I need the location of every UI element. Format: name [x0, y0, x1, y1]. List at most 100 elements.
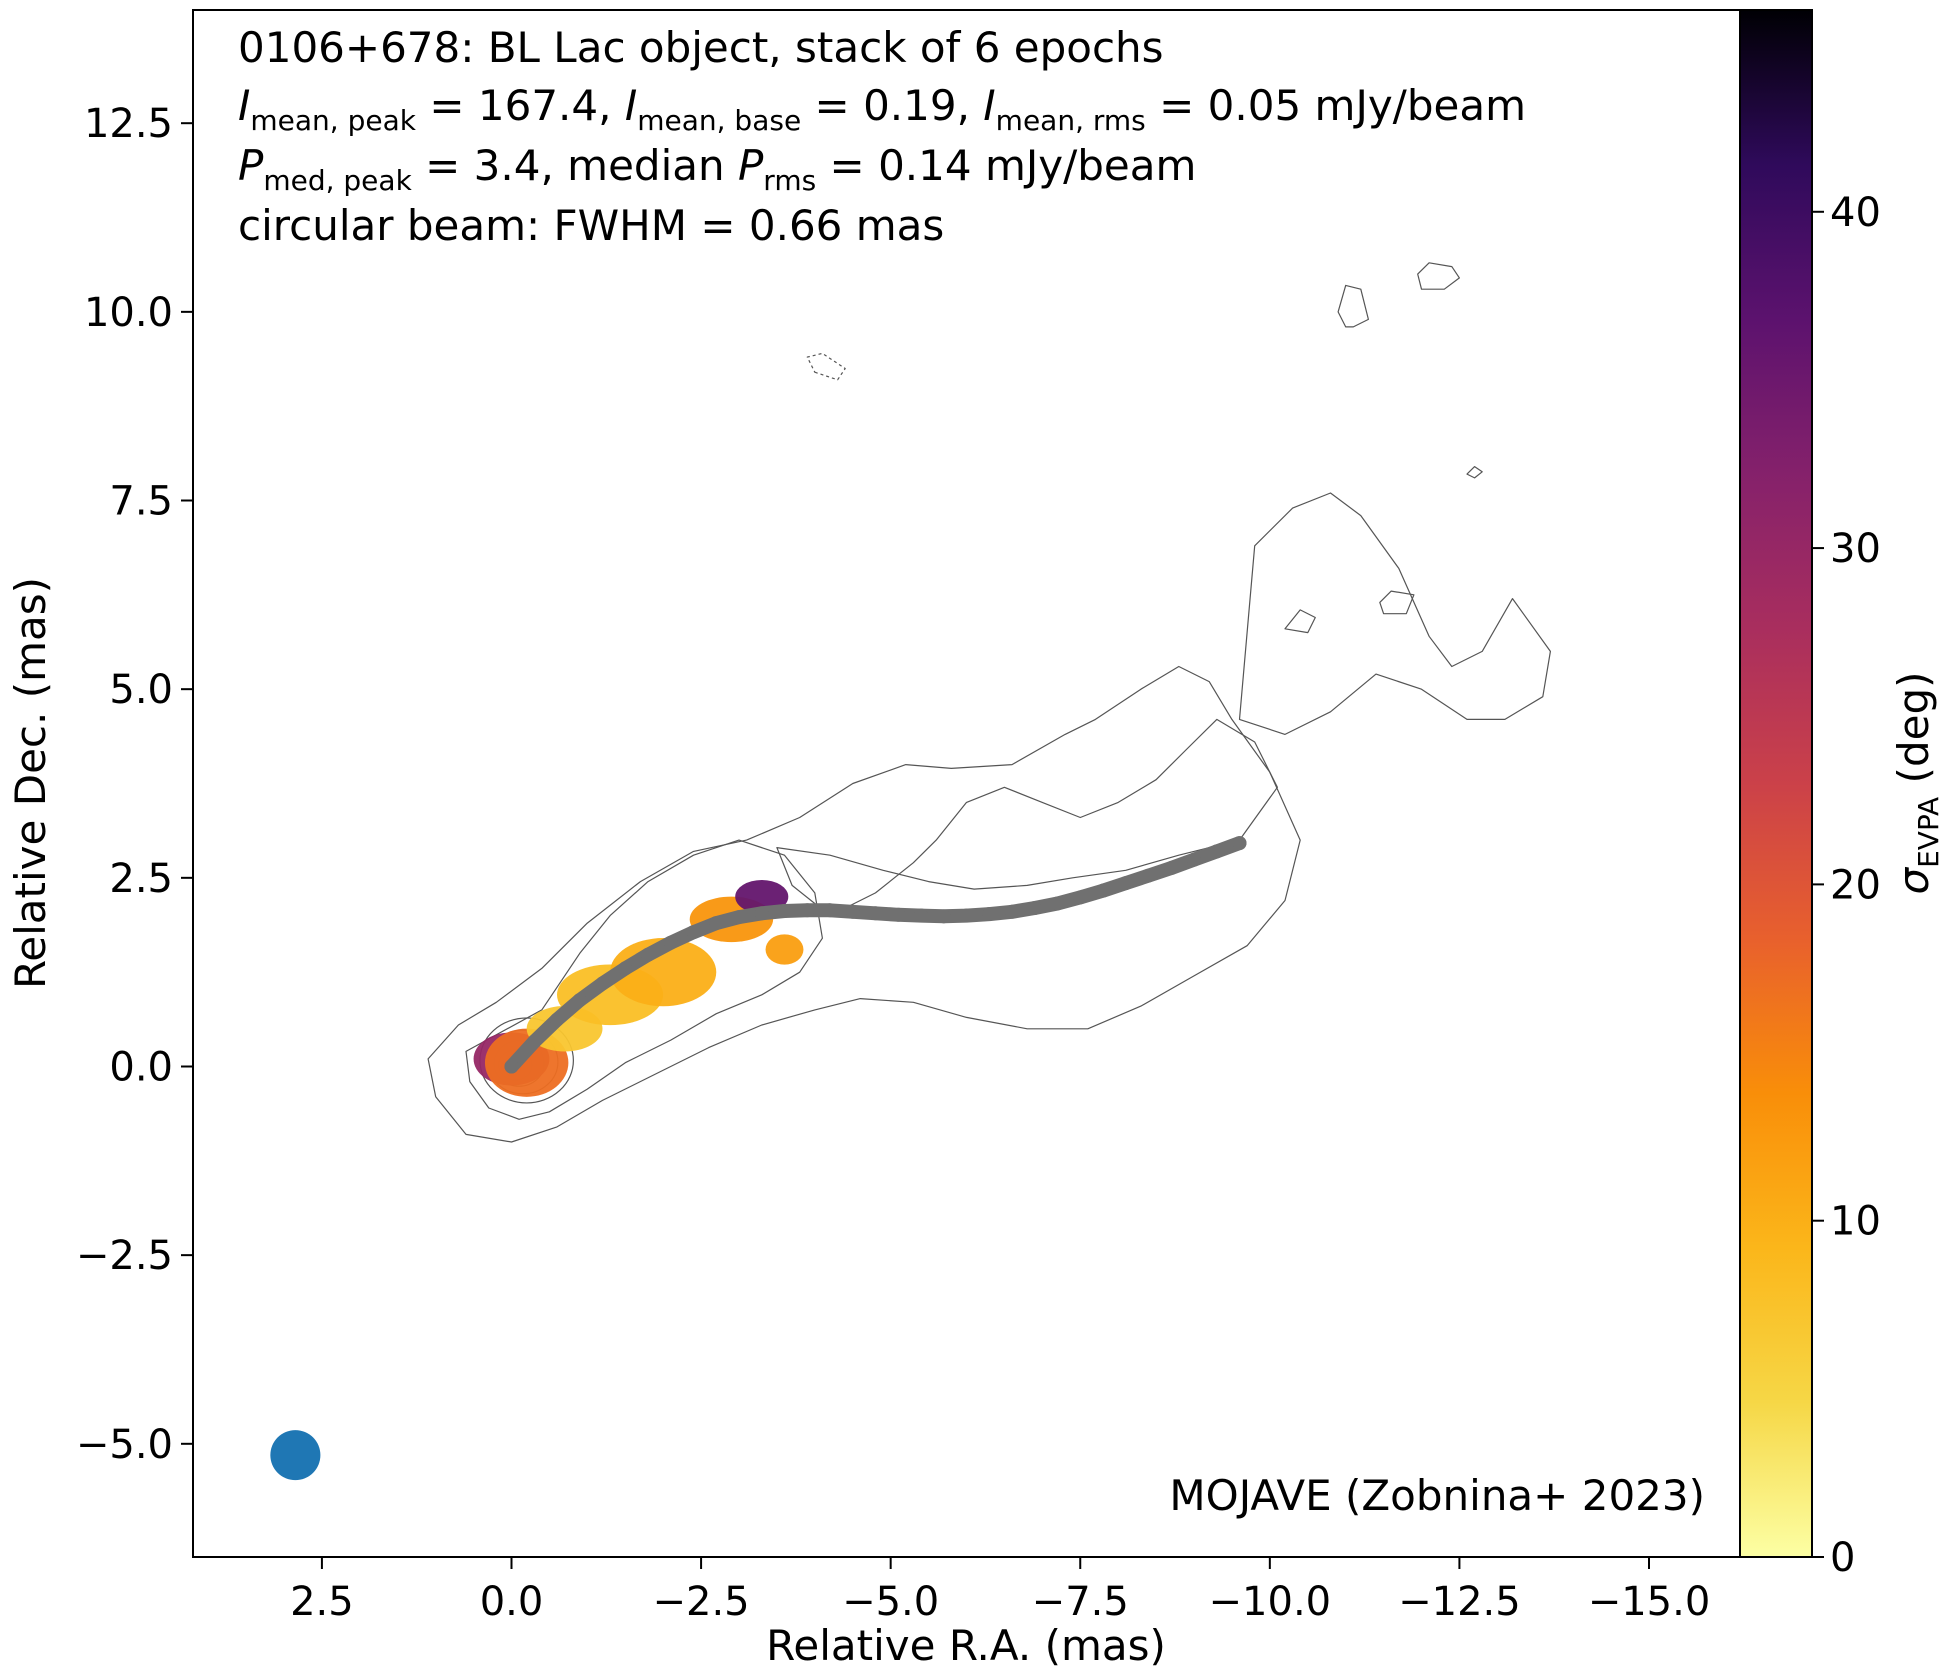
ridgeline-point	[709, 916, 724, 931]
contour-1	[427, 665, 1301, 1143]
contour-4	[1417, 262, 1461, 290]
annotation-value: = 0.19,	[801, 81, 983, 130]
ridgeline-point	[1164, 861, 1179, 876]
ridgeline-point	[550, 1012, 564, 1027]
y-tick-label: 12.5	[84, 101, 173, 147]
ridgeline-point	[504, 1059, 519, 1074]
annotation-value: = 0.14 mJy/beam	[816, 141, 1196, 190]
contour-9	[1238, 492, 1552, 736]
colorbar-tick-label: 0	[1830, 1535, 1855, 1581]
plot-background	[193, 10, 1740, 1557]
ridgeline-point	[732, 910, 746, 925]
y-tick-label: 7.5	[109, 479, 173, 525]
contour-3	[1337, 284, 1370, 328]
annotation-line-1: 0106+678: BL Lac object, stack of 6 epoc…	[238, 23, 1164, 72]
annotation-symbol: I	[983, 81, 995, 130]
ridgeline-point	[1187, 852, 1201, 867]
colorbar-label-unit: (deg)	[1889, 671, 1938, 796]
contour-5	[806, 352, 846, 381]
ridgeline-point	[868, 906, 883, 921]
ridgeline-point	[823, 903, 837, 918]
ridgeline-point	[845, 904, 860, 919]
colorbar-tick-label: 20	[1830, 862, 1881, 908]
annotation-symbol: I	[238, 81, 250, 130]
x-tick-label: −2.5	[653, 1579, 750, 1625]
y-tick-label: 2.5	[109, 856, 173, 902]
contour-8	[1379, 590, 1415, 615]
ridgeline-point	[777, 904, 792, 919]
ridgeline-point	[1027, 901, 1042, 916]
annotation-symbol: P	[738, 141, 764, 190]
x-tick-label: 0.0	[480, 1579, 544, 1625]
annotation-prefix: median	[567, 141, 738, 190]
ridgeline-point	[1096, 883, 1110, 898]
annotation-value: = 0.05 mJy/beam	[1146, 81, 1526, 130]
ridgeline-point	[936, 909, 951, 924]
colorbar-frame	[1739, 9, 1813, 1558]
annotation-subscript: med, peak	[263, 164, 412, 197]
contour-2	[776, 718, 1279, 917]
annotation-symbol: P	[238, 141, 264, 190]
colorbar-tick-label: 30	[1830, 526, 1881, 572]
annotation-subscript: rms	[763, 164, 816, 197]
ridgeline-point	[641, 947, 655, 962]
colorbar-label: σEVPA (deg)	[1889, 671, 1945, 894]
ridgeline-point	[686, 925, 701, 940]
plot-area	[193, 10, 1740, 1557]
ridgeline-point	[959, 908, 974, 923]
colorbar-label-symbol: σ	[1889, 867, 1938, 895]
colorbar-fill	[1740, 10, 1812, 1557]
y-tick-label: 5.0	[109, 667, 173, 713]
credit-label: MOJAVE (Zobnina+ 2023)	[1169, 1471, 1705, 1520]
beam-circle	[270, 1430, 321, 1481]
y-tick-label: −2.5	[76, 1233, 173, 1279]
y-tick-label: 0.0	[109, 1044, 173, 1090]
annotation-subscript: mean, rms	[996, 104, 1146, 137]
polarization-blob-7	[765, 934, 804, 965]
y-tick-label: −5.0	[76, 1422, 173, 1468]
annotation-line-4: circular beam: FWHM = 0.66 mas	[238, 201, 944, 250]
ridgeline-point	[1141, 868, 1156, 883]
ridgeline-point	[914, 908, 928, 923]
ridgeline-point	[1232, 836, 1247, 851]
ridgeline	[504, 836, 1247, 1074]
contour-6	[1466, 466, 1483, 479]
y-axis-title: Relative Dec. (mas)	[6, 577, 55, 989]
annotation-subscript: mean, base	[637, 104, 801, 137]
ridgeline-point	[1005, 904, 1019, 919]
contour-7	[1284, 609, 1316, 634]
x-tick-label: −15.0	[1588, 1579, 1711, 1625]
colorbar: 0 10 20 30 40 σEVPA (deg)	[1739, 9, 1945, 1581]
annotation-line-2: Imean, peak = 167.4, Imean, base = 0.19,…	[238, 81, 1526, 137]
x-axis: 2.5 0.0 −2.5 −5.0 −7.5 −10.0 −12.5 −15.0	[290, 1557, 1710, 1625]
x-tick-label: −10.0	[1209, 1579, 1332, 1625]
annotation-symbol: I	[625, 81, 637, 130]
ridgeline-point	[982, 907, 997, 922]
annotation-block: 0106+678: BL Lac object, stack of 6 epoc…	[238, 23, 1526, 250]
ridgeline-point	[527, 1034, 542, 1049]
colorbar-ticks: 0 10 20 30 40	[1812, 190, 1881, 1581]
colorbar-tick-label: 10	[1830, 1199, 1881, 1245]
ridgeline-point	[1050, 896, 1065, 911]
x-tick-label: 2.5	[290, 1579, 354, 1625]
annotation-value: = 167.4,	[416, 81, 625, 130]
ridgeline-point	[891, 907, 906, 922]
y-axis: 12.5 10.0 7.5 5.0 2.5 0.0 −2.5 −5.0	[76, 101, 193, 1468]
x-tick-label: −12.5	[1398, 1579, 1521, 1625]
annotation-subscript: mean, peak	[250, 104, 416, 137]
ridgeline-point	[754, 906, 769, 921]
annotation-line-3: Pmed, peak = 3.4, median Prms = 0.14 mJy…	[238, 141, 1196, 197]
x-tick-label: −7.5	[1032, 1579, 1129, 1625]
contour-0	[465, 839, 824, 1120]
y-tick-label: 10.0	[84, 290, 173, 336]
x-axis-title: Relative R.A. (mas)	[766, 1621, 1166, 1670]
ridgeline-point	[1073, 890, 1088, 905]
beam-marker	[270, 1430, 321, 1481]
ridgeline-point	[595, 976, 610, 991]
colorbar-tick-label: 40	[1830, 190, 1881, 236]
ridgeline-point	[1209, 844, 1224, 859]
x-tick-label: −5.0	[842, 1579, 939, 1625]
ridgeline-point	[1118, 876, 1133, 891]
ridgeline-point	[663, 935, 678, 950]
